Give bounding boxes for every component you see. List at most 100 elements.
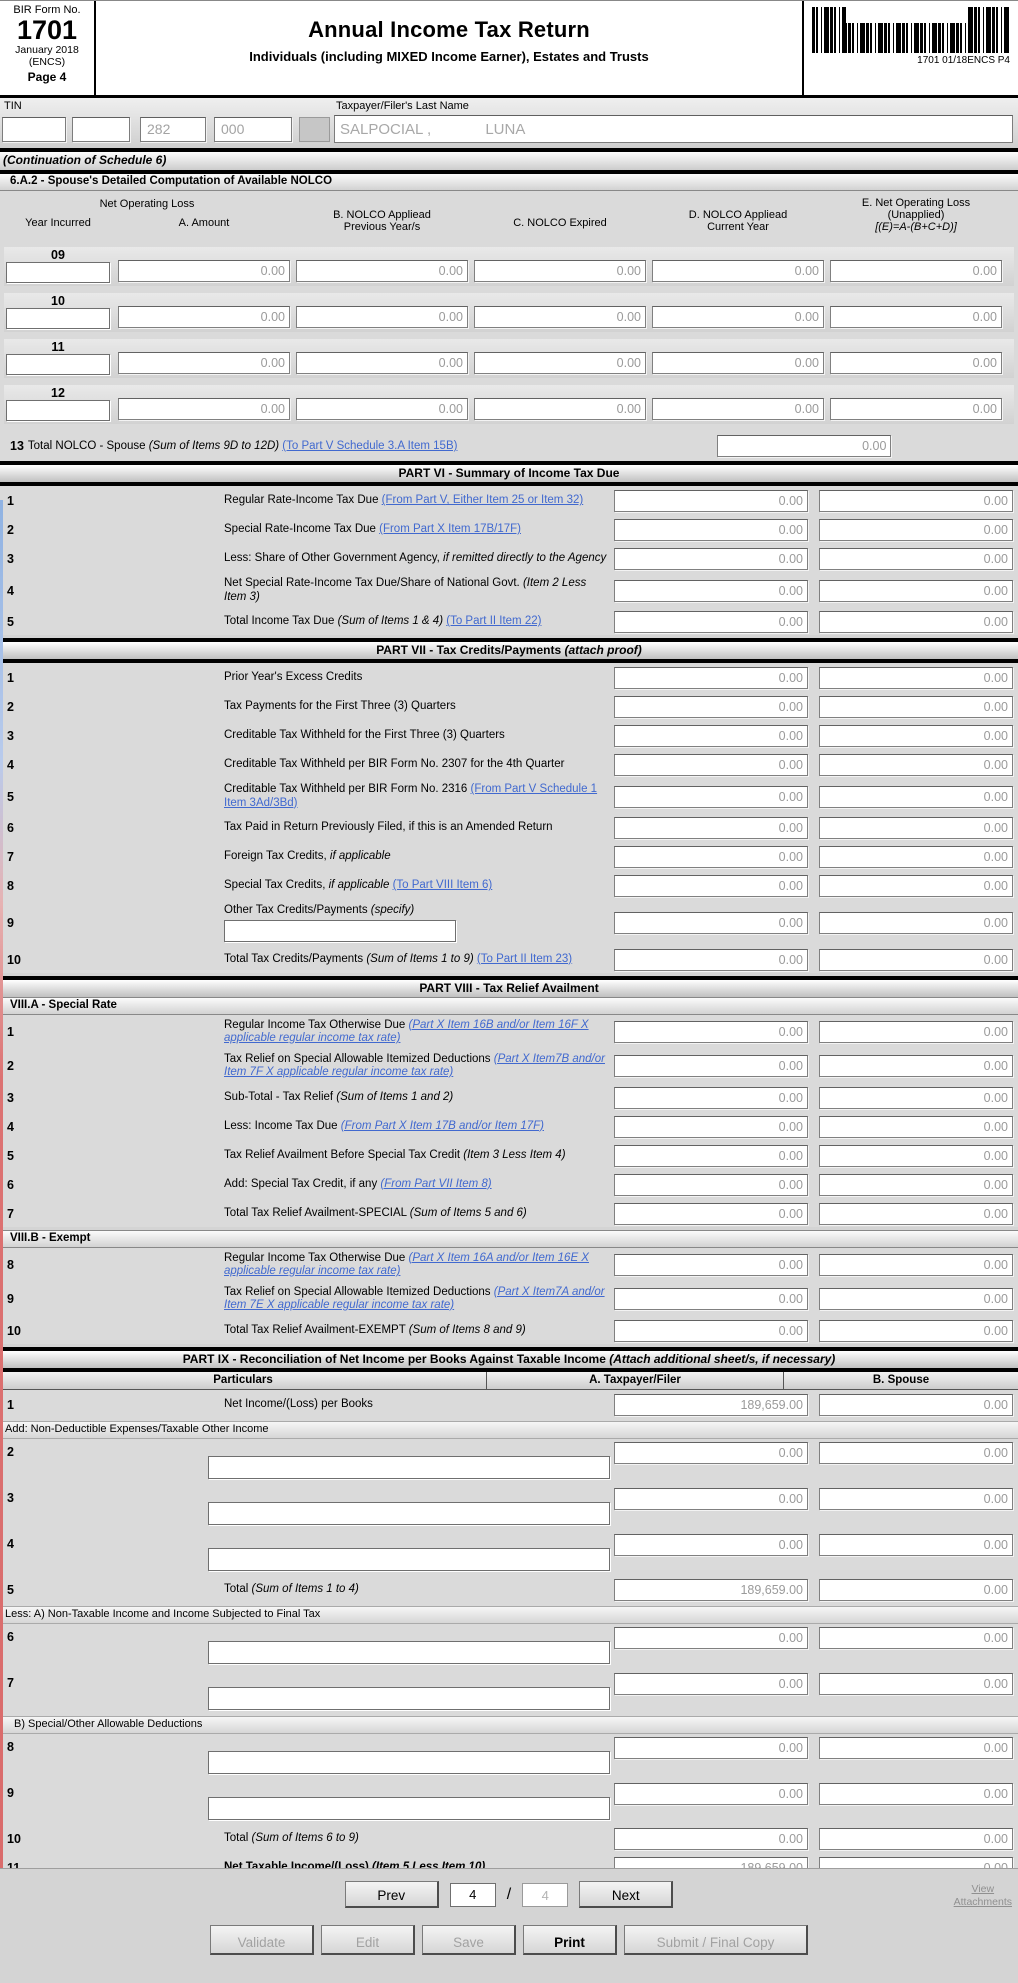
amount-field[interactable]: 0.00: [819, 1782, 1013, 1805]
amount-field[interactable]: 0.00: [614, 785, 808, 808]
amount-field[interactable]: 0.00: [819, 1827, 1013, 1850]
amount-field[interactable]: 0.00: [614, 1086, 808, 1109]
amount-field[interactable]: 0.00: [819, 1254, 1013, 1276]
amount-field[interactable]: 0.00: [717, 435, 892, 457]
cross-reference-link[interactable]: (To Part II Item 22): [446, 615, 542, 628]
amount-field[interactable]: 0.00: [819, 611, 1013, 633]
cross-reference-link[interactable]: (From Part X Item 17B/17F): [379, 523, 521, 536]
amount-field[interactable]: 0.00: [819, 667, 1013, 689]
amount-field[interactable]: 0.00: [614, 1736, 808, 1759]
submit-final-copy-button[interactable]: Submit / Final Copy: [624, 1925, 808, 1955]
amount-field[interactable]: 0.00: [614, 1288, 808, 1310]
amount-field[interactable]: 0.00: [614, 1173, 808, 1196]
amount-field[interactable]: 0.00: [819, 754, 1013, 776]
amount-field[interactable]: 0.00: [614, 875, 808, 897]
amount-field[interactable]: 0.00: [614, 519, 808, 541]
amount-field[interactable]: 0.00: [830, 260, 1002, 282]
amount-field[interactable]: 0.00: [819, 1487, 1013, 1510]
amount-field[interactable]: 0.00: [614, 1827, 808, 1850]
print-button[interactable]: Print: [523, 1925, 617, 1955]
amount-field[interactable]: 0.00: [614, 1672, 808, 1695]
view-attachments-link[interactable]: View Attachments: [953, 1883, 1012, 1908]
amount-field[interactable]: 0.00: [819, 1288, 1013, 1310]
amount-field[interactable]: 0.00: [474, 398, 646, 420]
amount-field[interactable]: 0.00: [614, 1021, 808, 1043]
amount-field[interactable]: 0.00: [614, 1626, 808, 1649]
amount-field[interactable]: 0.00: [614, 1319, 808, 1342]
amount-field[interactable]: 0.00: [296, 352, 468, 374]
amount-field[interactable]: 0.00: [819, 1441, 1013, 1464]
amount-field[interactable]: 0.00: [819, 1319, 1013, 1342]
cross-reference-link[interactable]: (To Part V Schedule 3.A Item 15B): [282, 440, 458, 452]
amount-field[interactable]: 0.00: [118, 352, 290, 374]
amount-field[interactable]: 0.00: [614, 1202, 808, 1225]
amount-field[interactable]: 0.00: [819, 817, 1013, 839]
amount-field[interactable]: 0.00: [819, 1626, 1013, 1649]
particulars-input[interactable]: [208, 1640, 610, 1664]
particulars-input[interactable]: [208, 1750, 610, 1774]
amount-field[interactable]: 0.00: [819, 519, 1013, 541]
amount-field[interactable]: 0.00: [614, 490, 808, 512]
amount-field[interactable]: 0.00: [614, 1533, 808, 1556]
cross-reference-link[interactable]: (Part X Item 16A and/or Item 16E X appli…: [224, 1251, 589, 1278]
tin-box-1[interactable]: [2, 117, 66, 142]
amount-field[interactable]: 0.00: [819, 696, 1013, 718]
amount-field[interactable]: 0.00: [819, 785, 1013, 808]
amount-field[interactable]: 189,659.00: [614, 1578, 808, 1601]
tin-box-4[interactable]: 000: [214, 117, 292, 142]
amount-field[interactable]: 0.00: [296, 398, 468, 420]
cross-reference-link[interactable]: (Part X Item7A and/or Item 7E X applicab…: [224, 1285, 605, 1312]
amount-field[interactable]: 0.00: [819, 490, 1013, 512]
amount-field[interactable]: 0.00: [819, 1533, 1013, 1556]
save-button[interactable]: Save: [422, 1925, 516, 1955]
amount-field[interactable]: 0.00: [819, 725, 1013, 747]
cross-reference-link[interactable]: (From Part V, Either Item 25 or Item 32): [381, 494, 584, 507]
amount-field[interactable]: 0.00: [819, 1578, 1013, 1601]
amount-field[interactable]: 0.00: [819, 579, 1013, 602]
amount-field[interactable]: 0.00: [118, 398, 290, 420]
amount-field[interactable]: 0.00: [819, 1393, 1013, 1416]
lastname-field[interactable]: SALPOCIAL , LUNA: [334, 115, 1013, 143]
amount-field[interactable]: 189,659.00: [614, 1393, 808, 1416]
particulars-input[interactable]: [208, 1796, 610, 1820]
other-tax-credits-specify-input[interactable]: [224, 919, 456, 942]
cross-reference-link[interactable]: (From Part V Schedule 1 Item 3Ad/3Bd): [224, 783, 598, 809]
amount-field[interactable]: 0.00: [830, 306, 1002, 328]
year-incurred-input[interactable]: [6, 262, 110, 283]
amount-field[interactable]: 0.00: [614, 1487, 808, 1510]
amount-field[interactable]: 0.00: [474, 260, 646, 282]
amount-field[interactable]: 0.00: [819, 1173, 1013, 1196]
amount-field[interactable]: 0.00: [614, 1144, 808, 1167]
amount-field[interactable]: 0.00: [819, 875, 1013, 897]
amount-field[interactable]: 0.00: [118, 260, 290, 282]
tin-box-2[interactable]: [72, 117, 130, 142]
amount-field[interactable]: 0.00: [614, 696, 808, 718]
amount-field[interactable]: 0.00: [819, 846, 1013, 868]
amount-field[interactable]: 0.00: [614, 911, 808, 934]
amount-field[interactable]: 0.00: [474, 352, 646, 374]
year-incurred-input[interactable]: [6, 354, 110, 375]
prev-button[interactable]: Prev: [344, 1881, 439, 1908]
amount-field[interactable]: 0.00: [819, 948, 1013, 971]
amount-field[interactable]: 0.00: [614, 846, 808, 868]
amount-field[interactable]: 0.00: [614, 667, 808, 689]
amount-field[interactable]: 0.00: [296, 260, 468, 282]
particulars-input[interactable]: [208, 1547, 610, 1571]
amount-field[interactable]: 0.00: [819, 548, 1013, 570]
amount-field[interactable]: 0.00: [819, 1144, 1013, 1167]
cross-reference-link[interactable]: (To Part VIII Item 6): [392, 879, 493, 892]
amount-field[interactable]: 0.00: [819, 1115, 1013, 1138]
amount-field[interactable]: 0.00: [614, 754, 808, 776]
current-page-input[interactable]: [449, 1882, 496, 1907]
particulars-input[interactable]: [208, 1501, 610, 1525]
cross-reference-link[interactable]: (To Part II Item 23): [476, 952, 573, 965]
amount-field[interactable]: 0.00: [614, 579, 808, 602]
amount-field[interactable]: 0.00: [614, 725, 808, 747]
amount-field[interactable]: 0.00: [819, 1086, 1013, 1109]
amount-field[interactable]: 0.00: [819, 1202, 1013, 1225]
amount-field[interactable]: 0.00: [652, 260, 824, 282]
amount-field[interactable]: 0.00: [830, 352, 1002, 374]
particulars-input[interactable]: [208, 1686, 610, 1710]
amount-field[interactable]: 0.00: [819, 1672, 1013, 1695]
amount-field[interactable]: 0.00: [614, 948, 808, 971]
